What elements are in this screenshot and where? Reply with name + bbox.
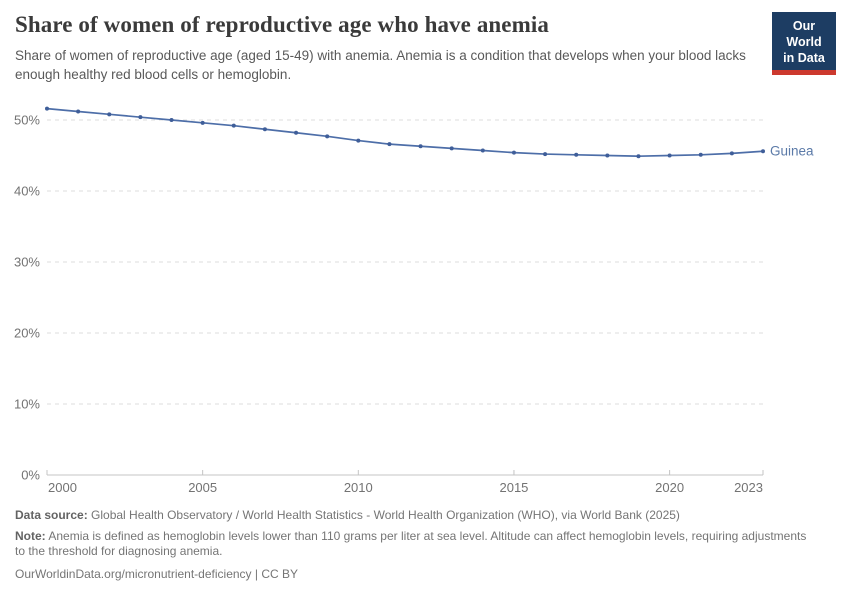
data-point <box>387 142 392 147</box>
y-axis-tick-label: 40% <box>14 184 40 199</box>
note-text: Anemia is defined as hemoglobin levels l… <box>15 528 807 559</box>
owid-link[interactable]: OurWorldinData.org/micronutrient-deficie… <box>15 566 298 581</box>
y-axis-tick-label: 10% <box>14 397 40 412</box>
data-point <box>169 118 174 122</box>
data-point <box>698 152 703 157</box>
data-point <box>76 109 81 114</box>
data-source-line: Data source: Global Health Observatory /… <box>15 508 825 524</box>
data-point <box>294 130 299 135</box>
chart-header: Share of women of reproductive age who h… <box>15 12 760 84</box>
line-chart: 0% 10% 20% 30% 40% 50% 2000 2005 2010 2015 2020 202… <box>14 106 814 495</box>
note-label: Note: <box>15 528 46 543</box>
x-axis-tick-label: 2023 <box>734 480 763 495</box>
data-point <box>138 115 143 120</box>
chart-subtitle: Share of women of reproductive age (aged… <box>15 48 746 83</box>
x-axis-tick-label: 2000 <box>48 480 77 495</box>
series-entity-label: Guinea <box>770 144 814 159</box>
data-point <box>200 120 205 125</box>
data-point <box>605 153 610 158</box>
data-source-text: Global Health Observatory / World Health… <box>87 508 680 522</box>
page-title: Share of women of reproductive age who h… <box>15 12 549 37</box>
data-point <box>418 144 423 149</box>
y-axis-tick-label: 20% <box>14 326 40 341</box>
data-point <box>356 138 361 143</box>
y-axis-tick-label: 0% <box>21 468 40 483</box>
x-axis-tick-label: 2020 <box>655 480 684 495</box>
series-line <box>46 107 764 158</box>
data-point <box>262 127 267 132</box>
data-point <box>45 106 49 111</box>
data-point <box>761 149 765 154</box>
data-point <box>636 154 641 159</box>
x-axis-tick-label: 2010 <box>344 480 373 495</box>
data-point <box>107 112 112 117</box>
data-point <box>574 152 579 157</box>
data-point <box>511 150 516 155</box>
owid-logo[interactable]: Our World in Data <box>772 12 836 75</box>
data-point <box>543 152 548 157</box>
data-point <box>667 153 672 158</box>
chart-footer: Data source: Global Health Observatory /… <box>15 508 825 582</box>
note-line: Note: Anemia is defined as hemoglobin le… <box>15 529 810 560</box>
data-point <box>231 123 236 128</box>
data-source-label: Data source: <box>15 508 88 522</box>
owid-logo-line2: in Data <box>783 51 825 65</box>
y-axis-tick-label: 30% <box>14 255 40 270</box>
owid-logo-line1: Our World <box>786 19 822 49</box>
data-point <box>729 151 734 156</box>
data-point <box>449 146 454 151</box>
data-point <box>480 148 485 153</box>
data-point <box>325 134 330 139</box>
x-axis-tick-label: 2015 <box>499 480 528 495</box>
y-axis-tick-label: 50% <box>14 113 40 128</box>
x-axis-tick-label: 2005 <box>188 480 217 495</box>
